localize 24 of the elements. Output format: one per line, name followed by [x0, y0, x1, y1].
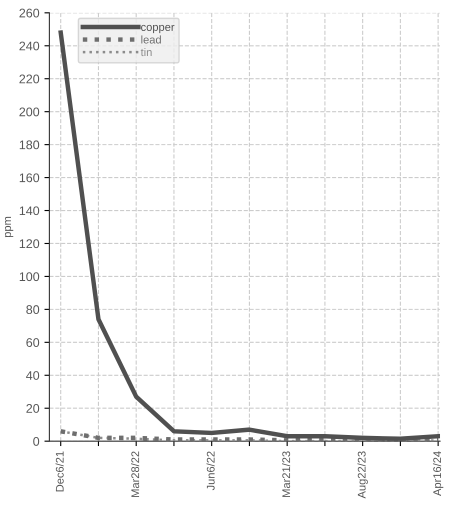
x-tick-label: Jun6/22 [206, 451, 215, 490]
y-tick-label: 260 [19, 8, 40, 18]
y-tick-label: 160 [20, 173, 40, 182]
x-tick-label: Mar28/22 [131, 451, 140, 497]
text: lead [141, 35, 161, 44]
x-tick-label: Mar21/23 [282, 451, 290, 497]
y-tick-label: 40 [26, 371, 40, 380]
text: tin [140, 48, 152, 56]
y-tick-label: 140 [20, 206, 40, 216]
y-tick-label: 200 [19, 107, 40, 116]
x-tick-label: Apr16/24 [432, 451, 444, 496]
y-tick-label: 20 [26, 404, 40, 413]
y-tick-label: 0 [33, 436, 40, 446]
y-tick-label: 80 [26, 305, 40, 314]
y-tick-label: 180 [20, 140, 40, 150]
y-tick-label: 220 [19, 74, 40, 84]
text: copper [141, 24, 174, 34]
y-axis-title: ppm [4, 216, 14, 238]
x-tick-label: Dec6/21 [56, 451, 64, 492]
y-tick-label: 100 [20, 272, 40, 282]
y-tick-label: 120 [20, 239, 40, 248]
x-tick-label: Aug22/23 [357, 451, 368, 498]
y-tick-label: 60 [26, 338, 40, 347]
y-tick-label: 240 [19, 42, 40, 50]
